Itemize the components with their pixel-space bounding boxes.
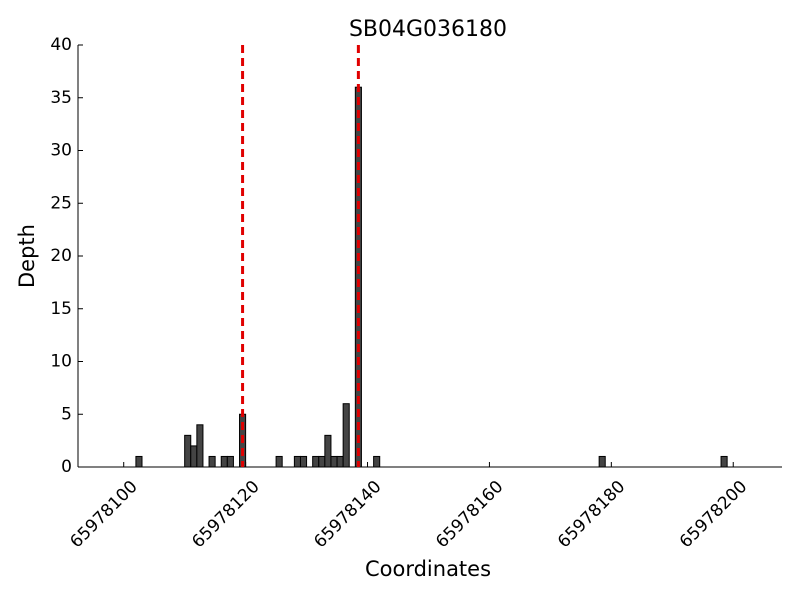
x-tick-label: 65978200 bbox=[676, 477, 751, 552]
bar bbox=[324, 434, 332, 468]
bar bbox=[312, 455, 320, 468]
bar bbox=[293, 455, 301, 468]
bar bbox=[318, 455, 326, 468]
bar bbox=[299, 455, 308, 468]
x-tick-label: 65978100 bbox=[66, 477, 141, 552]
y-tick-label: 35 bbox=[50, 88, 72, 108]
y-tick-label: 15 bbox=[50, 299, 72, 319]
y-tick-label: 5 bbox=[61, 404, 72, 424]
bar bbox=[373, 455, 381, 468]
bar bbox=[342, 403, 350, 468]
bar bbox=[720, 455, 728, 468]
bar bbox=[598, 455, 606, 468]
y-tick-label: 0 bbox=[61, 457, 72, 477]
x-tick-label: 65978120 bbox=[188, 477, 263, 552]
y-tick-label: 40 bbox=[50, 35, 72, 55]
chart-title: SB04G036180 bbox=[349, 17, 507, 42]
y-tick-label: 30 bbox=[50, 141, 72, 161]
x-tick-label: 65978180 bbox=[554, 477, 629, 552]
x-axis-label: Coordinates bbox=[365, 557, 491, 581]
bar bbox=[208, 455, 216, 468]
bar bbox=[184, 434, 192, 468]
y-tick-label: 20 bbox=[50, 246, 72, 266]
bar bbox=[275, 455, 283, 468]
y-tick-label: 10 bbox=[50, 352, 72, 372]
bar bbox=[196, 424, 204, 468]
bar bbox=[226, 455, 234, 468]
x-tick-label: 65978140 bbox=[310, 477, 385, 552]
y-tick-label: 25 bbox=[50, 193, 72, 213]
y-axis-label: Depth bbox=[15, 224, 39, 288]
bar bbox=[336, 455, 344, 468]
x-tick-label: 65978160 bbox=[432, 477, 507, 552]
bar bbox=[220, 455, 228, 468]
bar bbox=[135, 455, 143, 468]
bar bbox=[330, 455, 338, 468]
bar bbox=[190, 445, 198, 468]
